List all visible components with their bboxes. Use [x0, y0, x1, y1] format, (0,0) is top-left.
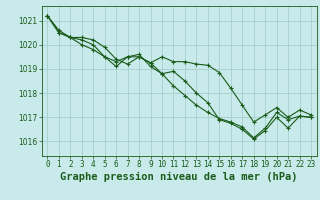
X-axis label: Graphe pression niveau de la mer (hPa): Graphe pression niveau de la mer (hPa): [60, 172, 298, 182]
